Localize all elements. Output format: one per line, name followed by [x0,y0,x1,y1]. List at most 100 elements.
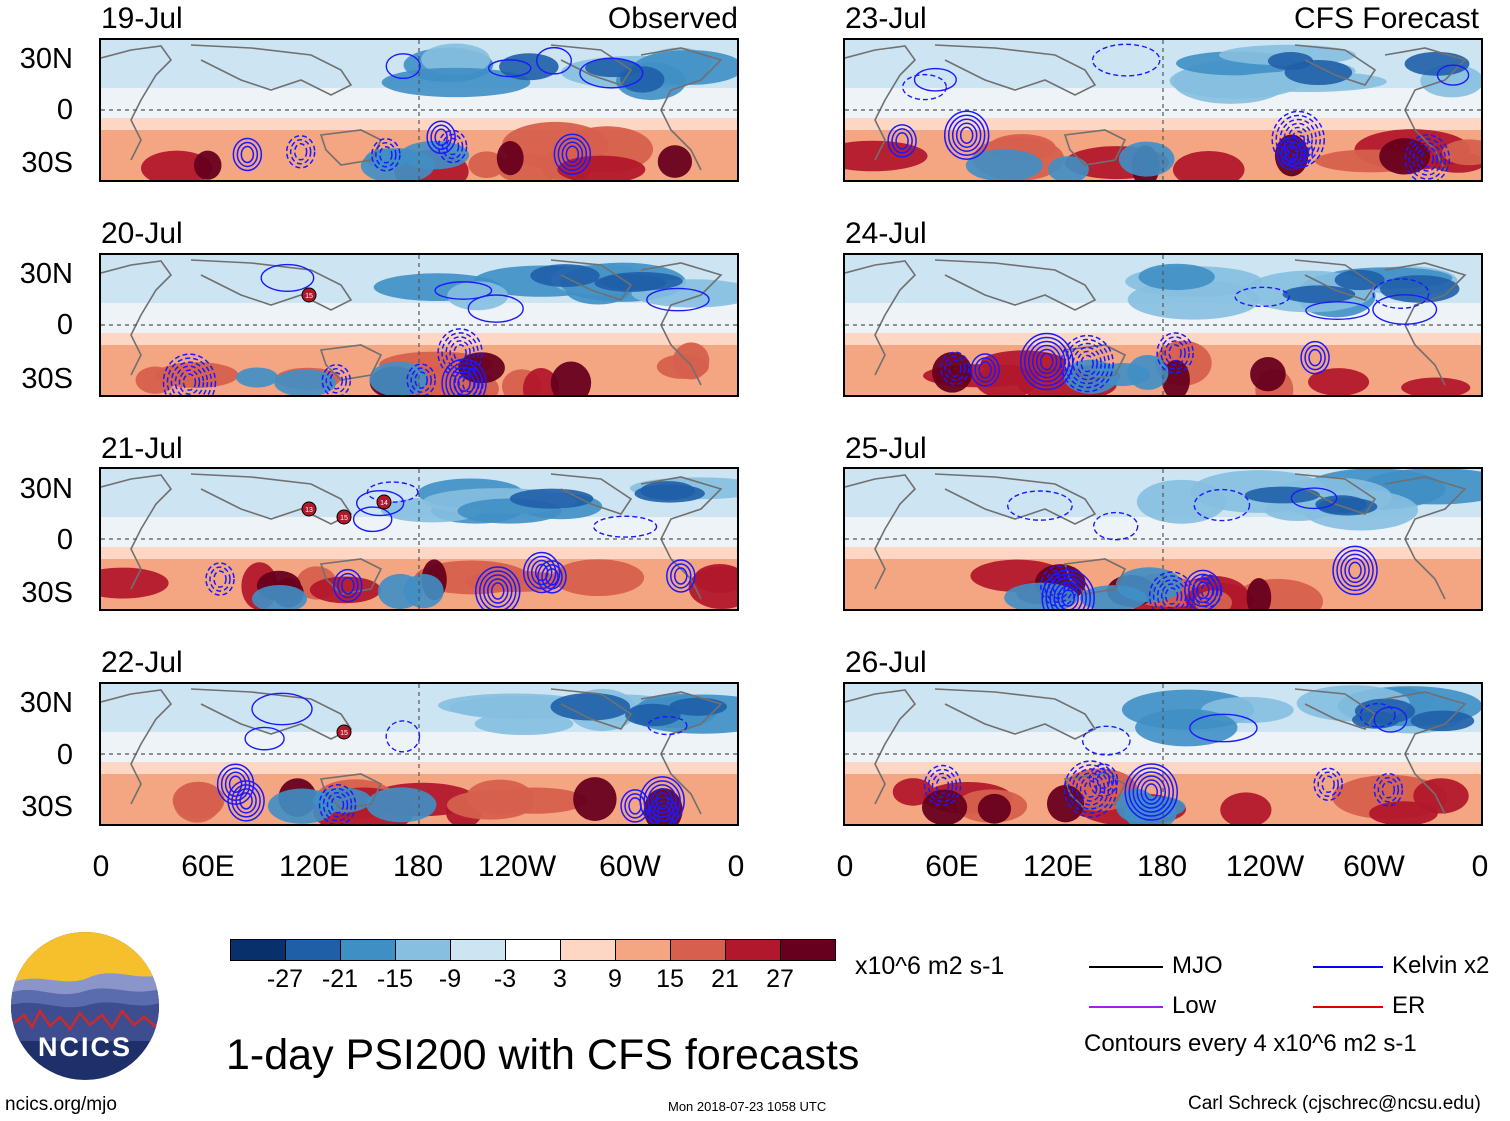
kelvin-contour [453,370,475,395]
kelvin-contour [561,141,584,167]
coastline [190,259,353,311]
shading-blob [1404,51,1470,76]
colorbar-tick-label: 15 [656,965,684,993]
lat-label-eq-1: 0 [56,94,73,126]
kelvin-contour [1049,577,1087,609]
shading-blob [845,140,928,172]
kelvin-contour [974,357,996,383]
kelvin-contour [1321,775,1335,794]
website-link[interactable]: ncics.org/mjo [5,1094,117,1115]
tc-symbol [301,287,317,303]
kelvin-contour [674,567,688,585]
coastline [319,129,383,166]
shading-blob [1369,801,1438,824]
kelvin-contour [318,783,357,824]
kelvin-contour [1124,763,1179,821]
coastline [1294,473,1377,515]
shading-blob [1284,59,1353,86]
shading-blob [656,354,709,379]
kelvin-contour [1283,134,1314,169]
shading-blob [1220,792,1272,824]
kelvin-contour [944,355,966,381]
kelvin-contour [260,263,315,292]
coastline [550,473,633,515]
kelvin-contour [1132,771,1171,813]
shading-blob [1442,139,1481,166]
kelvin-contour [251,692,313,726]
kelvin-contour [1076,350,1098,377]
kelvin-contour [467,294,524,323]
kelvin-contour [321,364,352,395]
panel-date-obs-4: 22-Jul [101,646,183,679]
kelvin-contour [1140,779,1163,805]
coastline [319,344,383,381]
lon-label-obs-120w: 120W [477,850,557,883]
lat-label-30s-1: 30S [21,147,73,179]
legend-label-low: Low [1172,992,1217,1019]
kelvin-contour [1372,294,1438,325]
kelvin-contour [643,780,681,822]
shading-blob [1282,285,1356,304]
colorbar-tick-label: -15 [376,965,414,993]
kelvin-contour [371,138,401,172]
kelvin-contour [1192,574,1223,608]
kelvin-contour [182,373,197,391]
kelvin-contour [1196,581,1210,600]
kelvin-contour [1136,775,1167,809]
kelvin-contour [458,371,480,395]
kelvin-contour [205,562,235,596]
tc-symbol [376,494,392,510]
kelvin-contour [959,126,974,144]
tc-number: 15 [340,515,348,522]
coastline [190,473,353,525]
lon-label-obs-180: 180 [392,850,444,883]
kelvin-contour [557,137,588,171]
kelvin-contour [1291,142,1306,161]
kelvin-contour [646,287,710,312]
kelvin-contour [1063,760,1118,818]
kelvin-contour [1408,138,1447,180]
kelvin-contour [927,768,958,803]
coastline [550,44,633,86]
shading-blob [173,781,221,823]
coastline [934,688,1097,740]
kelvin-contour [337,572,359,599]
kelvin-contour [379,146,393,164]
kelvin-contour [655,792,669,810]
kelvin-contour [236,141,259,168]
map-svg: 13 15 14 [101,469,737,609]
kelvin-contour [940,351,970,385]
coastline [934,473,1097,525]
tropical-cyclone-marker: 14 [376,494,392,510]
panel-date-fc-1: 23-Jul [845,2,927,35]
shading-blob [1135,708,1238,747]
kelvin-contour [385,53,421,80]
colorbar-swatch [560,939,616,961]
kelvin-contour [322,787,353,822]
shading-blob [421,43,491,76]
kelvin-contour [887,124,917,158]
kelvin-contour [651,788,673,814]
kelvin-contour [1304,344,1326,371]
logo-text: NCICS [38,1032,132,1062]
kelvin-contour [293,143,308,161]
kelvin-contour [891,128,913,154]
kelvin-contour [895,132,909,150]
kelvin-contour [1381,780,1396,799]
kelvin-contour [948,359,962,377]
kelvin-contour [1420,150,1435,168]
lat-label-eq-3: 0 [56,524,73,556]
kelvin-contour [1336,549,1374,592]
map-panel-obs-4: 15 [99,682,739,826]
kelvin-contour [1184,569,1222,609]
kelvin-contour [445,336,475,370]
colorbar-tick-label: 9 [608,965,622,993]
legend-line-low [1089,1006,1163,1008]
legend-label-kelvin: Kelvin x2 [1392,952,1490,979]
shading-blob [509,488,594,509]
lon-label-obs-360: 0 [727,850,745,883]
shading-blob [1246,578,1272,609]
kelvin-contour [970,353,1000,387]
lon-label-fc-0: 0 [836,850,854,883]
kelvin-contour [647,784,677,818]
